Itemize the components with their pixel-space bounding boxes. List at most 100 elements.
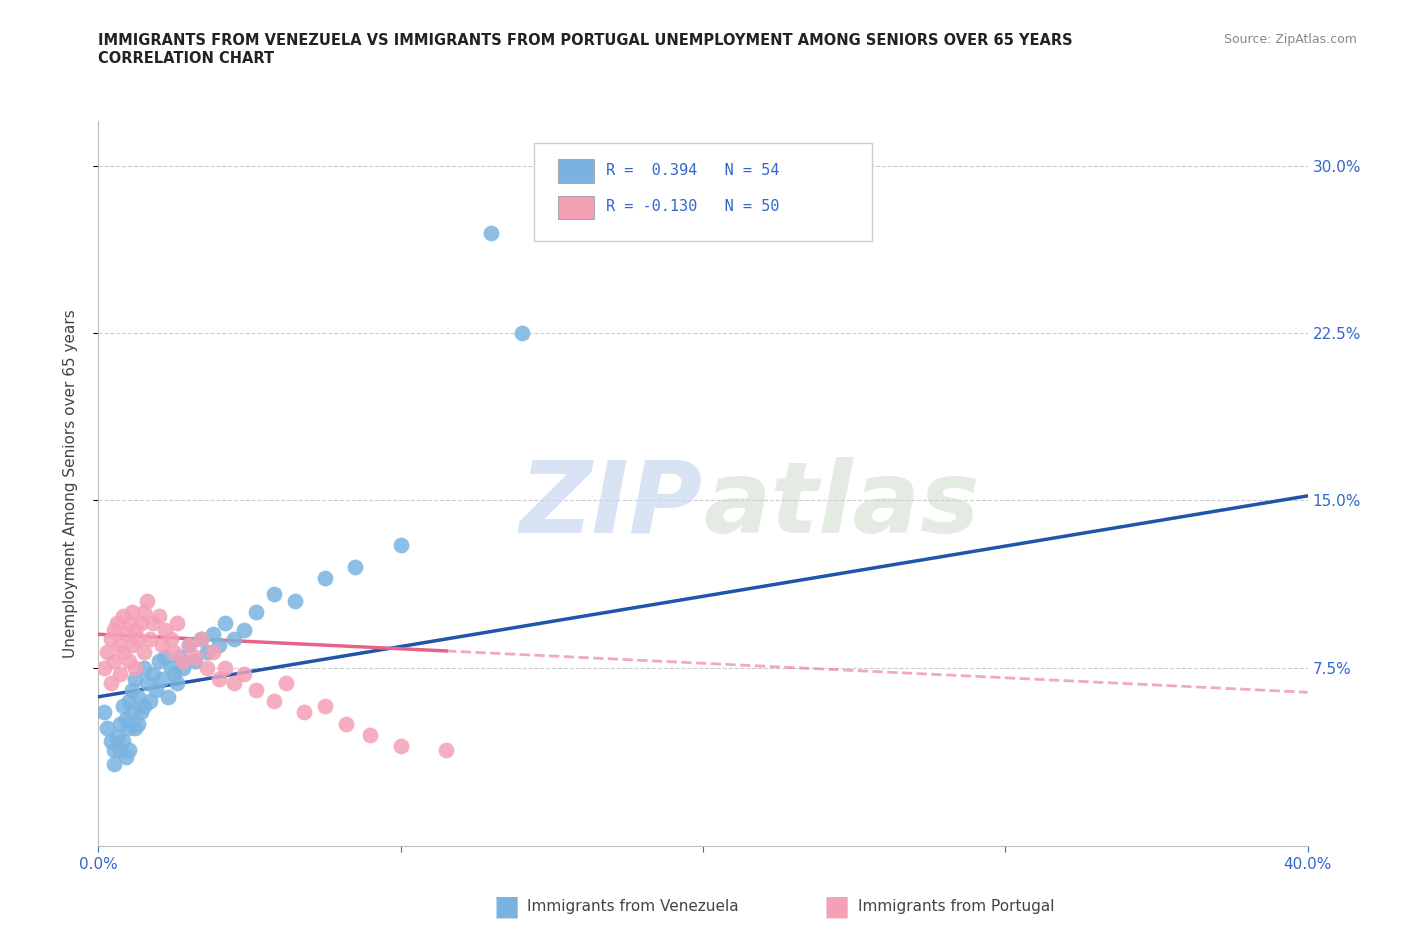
Point bbox=[156, 689, 179, 704]
Point bbox=[150, 638, 173, 653]
Point bbox=[121, 604, 143, 619]
Point bbox=[245, 683, 267, 698]
Point bbox=[124, 660, 146, 675]
Point bbox=[132, 644, 155, 659]
Point bbox=[190, 631, 212, 646]
Point bbox=[274, 676, 297, 691]
Point bbox=[150, 671, 173, 686]
Point bbox=[314, 571, 336, 586]
Point bbox=[135, 593, 157, 608]
Point bbox=[100, 631, 122, 646]
Text: ZIP: ZIP bbox=[520, 457, 703, 554]
Point bbox=[292, 705, 315, 720]
Point bbox=[129, 705, 152, 720]
Point bbox=[103, 756, 125, 771]
Point bbox=[103, 743, 125, 758]
Point bbox=[93, 705, 115, 720]
Point bbox=[153, 622, 176, 637]
Point bbox=[335, 716, 357, 731]
Point bbox=[284, 593, 307, 608]
Point bbox=[148, 654, 170, 669]
Point bbox=[510, 326, 533, 340]
Point bbox=[100, 676, 122, 691]
Point bbox=[96, 721, 118, 736]
Point bbox=[118, 654, 141, 669]
Text: R =  0.394   N = 54: R = 0.394 N = 54 bbox=[606, 163, 780, 178]
Point bbox=[132, 698, 155, 713]
Point bbox=[114, 627, 136, 642]
Point bbox=[263, 587, 285, 602]
Point bbox=[145, 683, 167, 698]
Point bbox=[105, 729, 128, 744]
Text: ■: ■ bbox=[824, 893, 849, 921]
Point bbox=[148, 609, 170, 624]
Point bbox=[166, 616, 188, 631]
Point bbox=[172, 654, 194, 669]
Point bbox=[214, 660, 236, 675]
Point bbox=[163, 667, 186, 682]
FancyBboxPatch shape bbox=[558, 195, 595, 219]
Point bbox=[111, 609, 134, 624]
Text: ■: ■ bbox=[494, 893, 519, 921]
Point bbox=[111, 734, 134, 749]
Point bbox=[202, 644, 225, 659]
Point bbox=[224, 631, 246, 646]
Point bbox=[108, 667, 131, 682]
Point bbox=[202, 627, 225, 642]
Point bbox=[114, 711, 136, 726]
Point bbox=[224, 676, 246, 691]
Point bbox=[314, 698, 336, 713]
Point bbox=[160, 631, 183, 646]
Point bbox=[166, 676, 188, 691]
Text: Immigrants from Portugal: Immigrants from Portugal bbox=[858, 899, 1054, 914]
Point bbox=[389, 538, 412, 552]
Point bbox=[142, 667, 165, 682]
Point bbox=[111, 698, 134, 713]
Text: atlas: atlas bbox=[703, 457, 980, 554]
Point bbox=[121, 705, 143, 720]
Point bbox=[124, 671, 146, 686]
Point bbox=[135, 676, 157, 691]
Point bbox=[195, 660, 218, 675]
Point bbox=[139, 694, 162, 709]
Text: Source: ZipAtlas.com: Source: ZipAtlas.com bbox=[1223, 33, 1357, 46]
Point bbox=[360, 727, 382, 742]
Y-axis label: Unemployment Among Seniors over 65 years: Unemployment Among Seniors over 65 years bbox=[63, 309, 77, 658]
Point bbox=[481, 225, 503, 240]
Point bbox=[105, 616, 128, 631]
Point bbox=[434, 743, 457, 758]
Point bbox=[190, 631, 212, 646]
Point bbox=[121, 638, 143, 653]
Point bbox=[118, 616, 141, 631]
Point bbox=[121, 683, 143, 698]
Point bbox=[96, 644, 118, 659]
Point bbox=[195, 644, 218, 659]
Point bbox=[132, 604, 155, 619]
Point bbox=[93, 660, 115, 675]
Point bbox=[139, 631, 162, 646]
Point bbox=[389, 738, 412, 753]
Point bbox=[184, 649, 207, 664]
FancyBboxPatch shape bbox=[558, 159, 595, 182]
Point bbox=[344, 560, 367, 575]
Point bbox=[108, 743, 131, 758]
Point bbox=[179, 638, 201, 653]
Point bbox=[163, 644, 186, 659]
Point bbox=[232, 667, 254, 682]
Point bbox=[129, 616, 152, 631]
Point bbox=[245, 604, 267, 619]
Text: CORRELATION CHART: CORRELATION CHART bbox=[98, 51, 274, 66]
Point bbox=[103, 654, 125, 669]
Point bbox=[114, 750, 136, 764]
Point bbox=[124, 721, 146, 736]
Point bbox=[111, 644, 134, 659]
Point bbox=[208, 671, 231, 686]
Point bbox=[184, 654, 207, 669]
Point bbox=[108, 716, 131, 731]
Point bbox=[208, 638, 231, 653]
Point bbox=[214, 616, 236, 631]
Point bbox=[124, 622, 146, 637]
Point bbox=[118, 694, 141, 709]
Point bbox=[232, 622, 254, 637]
FancyBboxPatch shape bbox=[534, 142, 872, 241]
